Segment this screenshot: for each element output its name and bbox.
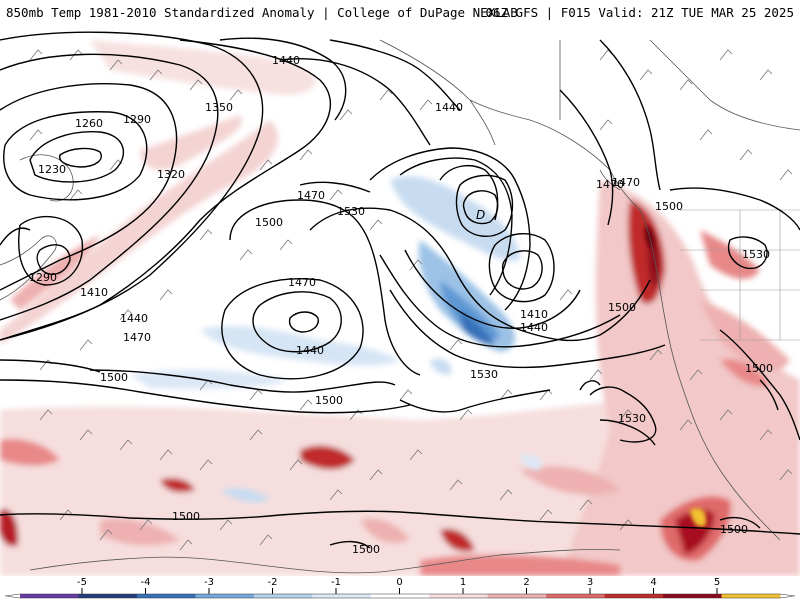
contour-label: 1500 [745, 362, 773, 375]
color-scale-tick-label: 3 [587, 577, 593, 588]
low-center-label: D [476, 208, 485, 222]
contour-label: 1500 [172, 510, 200, 523]
color-scale-tick-label: 1 [460, 577, 466, 588]
contour-labels: 1260 1290 1230 1350 1320 1440 1440 1470 … [29, 54, 773, 556]
contour-label: 1290 [123, 113, 151, 126]
color-scale-tick-label: 0 [396, 577, 402, 588]
wind-barbs [29, 49, 793, 551]
contour-label: 1500 [352, 543, 380, 556]
contour-label: 1530 [618, 412, 646, 425]
contour-label: 1500 [255, 216, 283, 229]
color-scale-outline [4, 593, 796, 599]
contour-label: 1500 [100, 371, 128, 384]
contour-label: 1500 [655, 200, 683, 213]
contour-label: 1440 [272, 54, 300, 67]
color-scale-tick-label: 5 [714, 577, 720, 588]
negative-anomaly-fill [130, 176, 542, 503]
contour-label: 1470 [596, 178, 624, 191]
contour-label: 1440 [520, 321, 548, 334]
color-scale-swatch [195, 594, 255, 598]
contour-label: 1470 [288, 276, 316, 289]
contour-label: 1500 [608, 301, 636, 314]
color-scale-tick-label: -2 [268, 577, 278, 588]
color-scale-tick-label: -1 [331, 577, 341, 588]
color-scale-swatch [721, 594, 781, 598]
coastlines [0, 39, 800, 574]
contour-label: 1530 [742, 248, 770, 261]
color-scale-tick-label: 4 [650, 577, 656, 588]
color-scale-swatch [429, 594, 489, 598]
color-scale-tick-label: -4 [141, 577, 151, 588]
anomaly-shading [0, 40, 800, 576]
anomaly-map: 1260 1290 1230 1350 1320 1440 1440 1470 … [0, 24, 800, 576]
contour-label: 1320 [157, 168, 185, 181]
contour-label: 1440 [435, 101, 463, 114]
color-scale-swatch [312, 594, 372, 598]
model-valid-time: 06Z GFS | F015 Valid: 21Z TUE MAR 25 202… [485, 5, 794, 20]
contour-label: 1260 [75, 117, 103, 130]
contour-label: 1530 [470, 368, 498, 381]
positive-anomaly-fill [0, 40, 800, 576]
contour-label: 1470 [612, 176, 640, 189]
state-borders [680, 209, 800, 341]
contour-label: 1230 [38, 163, 66, 176]
color-scale-swatch [370, 594, 430, 598]
color-scale-gradient [4, 593, 796, 599]
contour-label: 1470 [297, 189, 325, 202]
color-scale-swatch [20, 594, 79, 598]
contour-label: 1440 [296, 344, 324, 357]
color-scale-swatch [253, 594, 313, 598]
color-scale-ticks: -5 -4 -3 -2 -1 0 1 2 3 4 5 [77, 577, 720, 595]
color-scale-swatch [136, 594, 196, 598]
contour-label: 1440 [120, 312, 148, 325]
height-contours [0, 31, 800, 549]
color-scale-bar: -5 -4 -3 -2 -1 0 1 2 3 4 5 [0, 576, 800, 600]
color-scale-swatch [663, 594, 723, 598]
contour-label: 1410 [80, 286, 108, 299]
color-scale-swatch [78, 594, 138, 598]
contour-label: 1470 [123, 331, 151, 344]
color-scale-swatch [546, 594, 606, 598]
contour-label: 1530 [337, 205, 365, 218]
color-scale-tick-label: 2 [523, 577, 529, 588]
color-scale-tick-label: -5 [77, 577, 87, 588]
color-scale-swatch [604, 594, 664, 598]
contour-label: 1290 [29, 271, 57, 284]
contour-label: 1410 [520, 308, 548, 321]
contour-label: 1500 [720, 523, 748, 536]
contour-label: 1500 [315, 394, 343, 407]
color-scale-tick-label: -3 [204, 577, 214, 588]
color-scale-swatch [487, 594, 547, 598]
contour-label: 1350 [205, 101, 233, 114]
header-bar: 850mb Temp 1981-2010 Standardized Anomal… [0, 0, 800, 24]
product-title: 850mb Temp 1981-2010 Standardized Anomal… [6, 5, 518, 20]
